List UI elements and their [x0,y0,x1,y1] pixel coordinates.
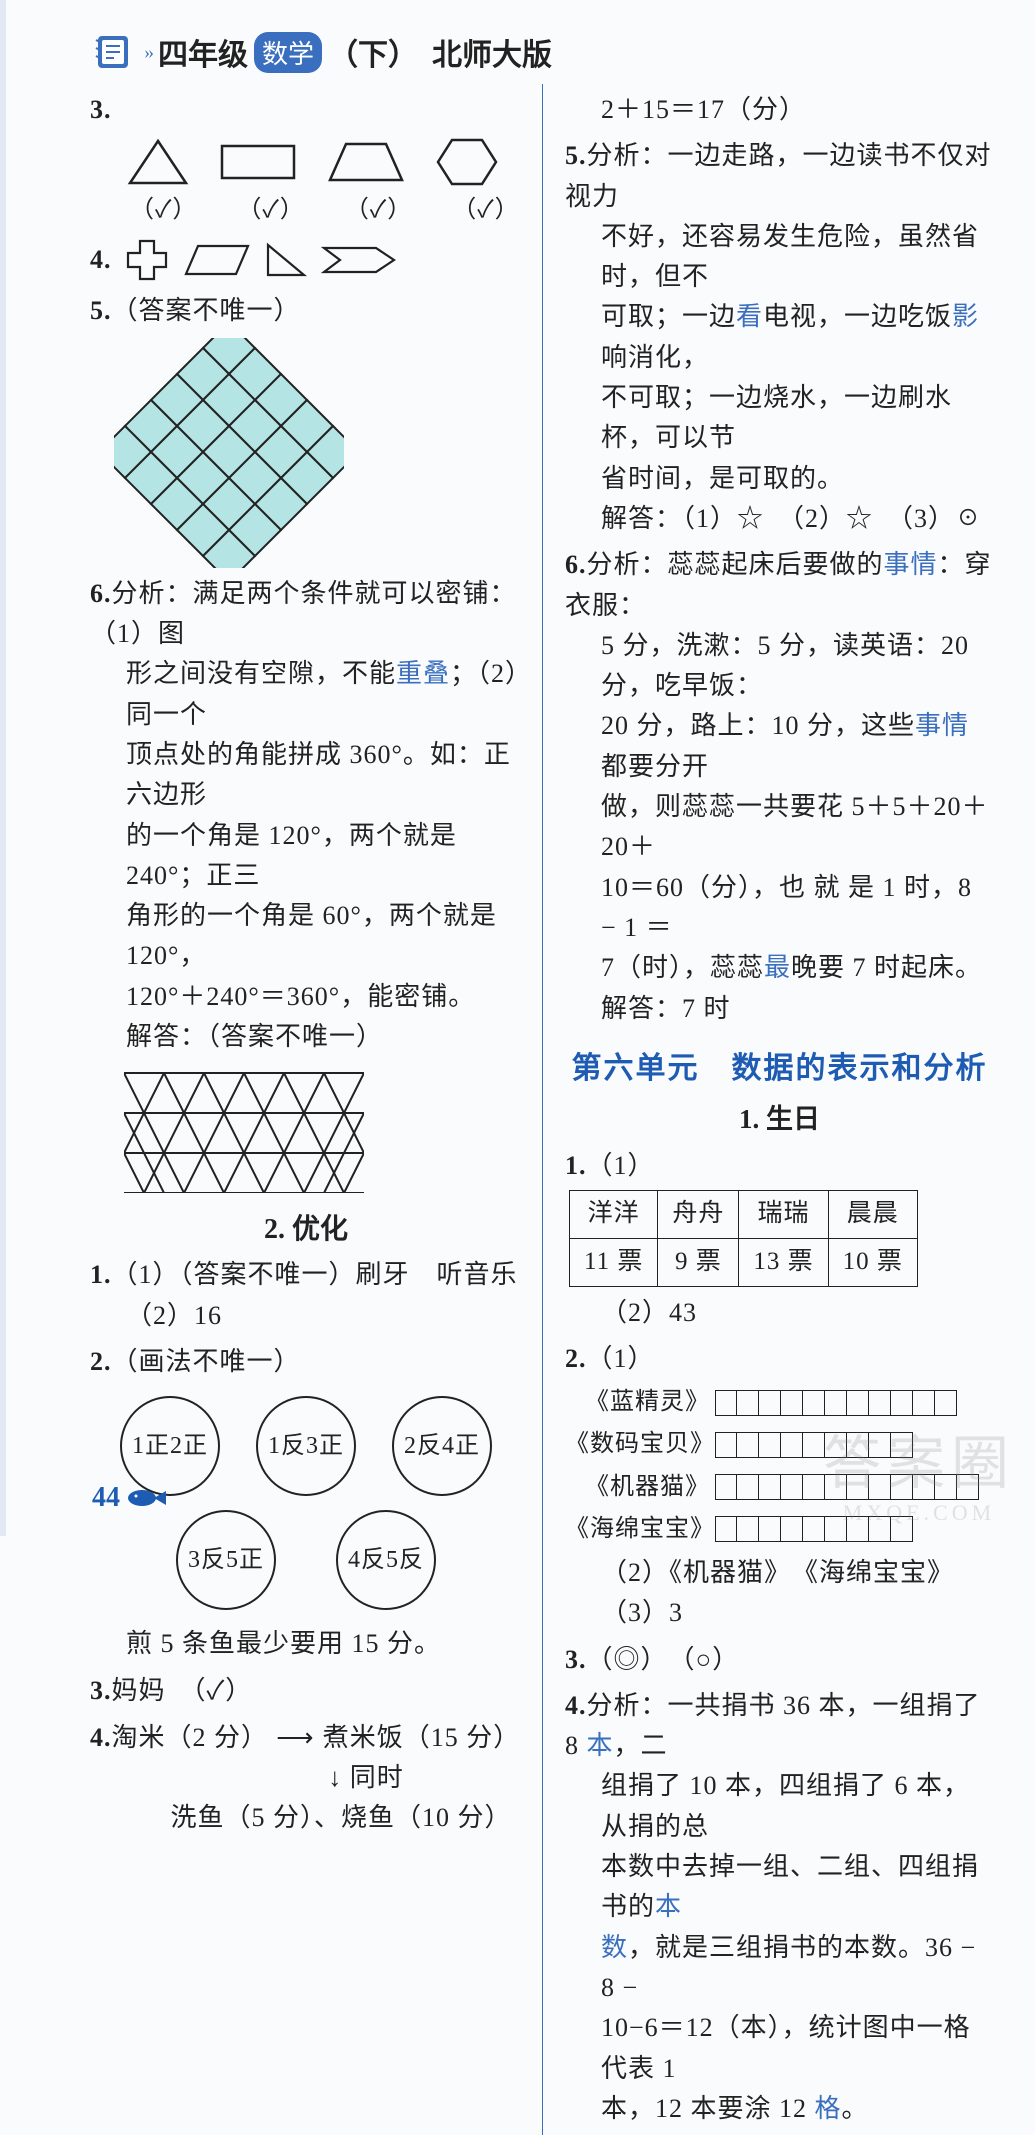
left-column: 3. （✓） （✓） （✓） （✓） 4. [90,84,542,2135]
page-footer: 44 [92,1482,168,1514]
unit6-title: 第六单元 数据的表示和分析 [565,1043,994,1087]
check: （✓） [345,192,412,229]
lesson-title: 1. 生日 [565,1097,994,1136]
grade-label: 四年级 [158,30,248,74]
q6-l5: 角形的一个角是 60°，两个就是 120°， [90,896,522,977]
check: （✓） [237,192,304,229]
circle: 1反3正 [256,1396,356,1496]
bar-label: 《海绵宝宝》 [565,1511,715,1548]
q4: 4. [90,235,522,285]
arrow-shape-icon [320,240,400,280]
check: （✓） [130,192,197,229]
r-top: 2＋15＝17（分） [565,90,994,130]
hexagon-icon [434,134,500,190]
trapezoid-icon [326,138,406,186]
watermark: 答案圈 MXQE.COM [823,1416,1015,1526]
page-number: 44 [92,1482,120,1514]
vote-table: 洋洋 舟舟 瑞瑞 晨晨 11 票 9 票 13 票 10 票 [569,1190,918,1287]
fish-icon [124,1487,168,1509]
page-header: ›› 四年级 数学 （下） 北师大版 [90,30,995,74]
q4-num: 4. [90,240,112,280]
bar-cells [715,1390,957,1416]
bar-label: 《机器猫》 [565,1469,715,1506]
subject-badge: 数学 [254,32,322,73]
q5-text: （答案不唯一） [112,296,301,325]
q6-num: 6. [90,579,112,608]
q6: 6.分析：满足两个条件就可以密铺：（1）图 形之间没有空隙，不能重叠；（2）同一… [90,574,522,1194]
q3-checks: （✓） （✓） （✓） （✓） [130,192,522,229]
s2q1: 1.（1）（答案不唯一）刷牙 听音乐 （2）16 [90,1255,522,1336]
parallelogram-icon [182,240,252,280]
q6-figure [124,1063,522,1193]
q3-num: 3. [90,95,112,124]
rq5: 5.分析：一边走路，一边读书不仅对视力 不好，还容易发生危险，虽然省时，但不 可… [565,136,994,539]
q6-l4: 的一个角是 120°，两个就是 240°；正三 [90,816,522,897]
q3-shapes [126,134,522,190]
q6-l1: 分析：满足两个条件就可以密铺：（1）图 [90,579,517,648]
term-label: （下） [328,30,418,74]
edition-label: 北师大版 [432,30,552,74]
plus-icon [122,235,172,285]
circle: 3反5正 [176,1510,276,1610]
s2q2-note: 煎 5 条鱼最少要用 15 分。 [90,1624,522,1664]
circle: 4反5反 [336,1510,436,1610]
q6-l3: 顶点处的角能拼成 360°。如：正六边形 [90,735,522,816]
u6q4: 4.分析：一共捐书 36 本，一组捐了 8 本，二 组捐了 10 本，四组捐了 … [565,1686,994,2129]
rq6: 6.分析：蕊蕊起床后要做的事情：穿衣服： 5 分，洗漱：5 分，读英语：20 分… [565,545,994,1029]
triangle-icon [126,137,190,187]
check: （✓） [452,192,519,229]
q3: 3. （✓） （✓） （✓） （✓） [90,90,522,229]
q5-num: 5. [90,296,112,325]
bar-label: 《蓝精灵》 [565,1384,715,1421]
right-column: 2＋15＝17（分） 5.分析：一边走路，一边读书不仅对视力 不好，还容易发生危… [542,84,994,2135]
notebook-icon [90,32,138,72]
circle: 2反4正 [392,1396,492,1496]
bar-label: 《数码宝贝》 [565,1426,715,1463]
header-dots: ›› [144,42,152,63]
q6-l6: 120°＋240°＝360°，能密铺。 [90,977,522,1017]
q5-figure: {"fill":"#b4e4e4"} [114,338,522,568]
right-triangle-icon [262,239,310,281]
circle-row2: 3反5正 4反5反 [90,1510,522,1610]
s2q3: 3.妈妈 （✓） [90,1671,522,1711]
s2q4: 4.淘米（2 分） ⟶ 煮米饭（15 分） ↓ 同时 洗鱼（5 分）、烧鱼（10… [90,1717,522,1839]
q5: 5.（答案不唯一） {"fill":"#b4e4e4"} [90,291,522,567]
u6q3: 3.（◎） （○） [565,1640,994,1680]
q6-ans: 解答：（答案不唯一） [90,1017,522,1057]
rectangle-icon [218,140,298,184]
u6q1: 1.（1） 洋洋 舟舟 瑞瑞 晨晨 11 票 9 票 13 票 10 票 [565,1146,994,1333]
section2-title: 2. 优化 [90,1207,522,1247]
q6-l2: 形之间没有空隙，不能重叠；（2）同一个 [90,654,522,735]
